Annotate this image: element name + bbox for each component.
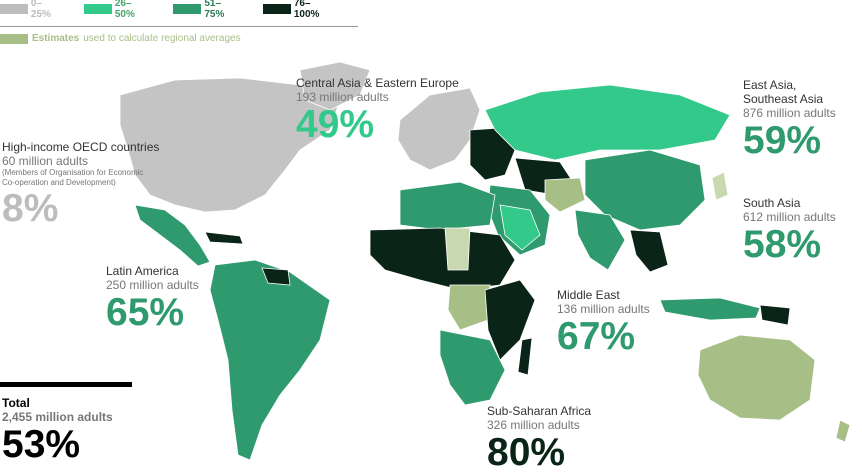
map-region-east-africa [484,279,536,361]
oecd-percentage: 8% [2,187,59,230]
legend-swatch-51-75 [173,4,202,14]
sa-name: South Asia [743,196,801,210]
lac-percentage: 65% [106,291,185,334]
map-region-sahel [369,227,516,291]
region-east-asia: East Asia, Southeast Asia 876 million ad… [743,78,861,162]
sa-percentage: 58% [743,223,822,266]
eap-name-line2: Southeast Asia [743,92,824,106]
legend-swatch-26-50 [83,4,112,14]
map-region-australia [697,334,816,421]
map-region-southern-africa [439,329,506,406]
map-region-indonesia [659,297,761,321]
legend-label-51-75: 51–75% [204,0,225,20]
legend-item-26-50: 26–50% [83,0,152,20]
legend-item-0-25: 0–25% [0,0,62,20]
legend-label-0-25: 0–25% [30,0,51,20]
total-adults: 2,455 million adults [2,410,113,424]
legend-item-76-100: 76–100% [262,0,336,20]
legend-label-26-50: 26–50% [114,0,135,20]
map-region-south-america [209,259,331,461]
total-divider [0,382,132,387]
map-region-arabia [499,204,541,251]
map-region-central-africa [447,284,491,331]
estimates-text: used to calculate regional averages [83,33,241,44]
map-region-north-africa [399,181,496,231]
total-percentage: 53% [2,423,81,466]
legend-swatch-76-100 [262,4,291,14]
region-total: Total 2,455 million adults 53% [2,396,162,466]
region-middle-east: Middle East 136 million adults 67% [557,288,697,358]
map-region-japan [711,171,729,201]
me-percentage: 67% [557,315,636,358]
map-region-caribbean [204,231,244,245]
oecd-adults: 60 million adults [2,154,89,168]
map-region-southeast-asia [629,229,669,273]
region-central-asia-eastern-europe: Central Asia & Eastern Europe 193 millio… [296,76,486,146]
region-sub-saharan-africa: Sub-Saharan Africa 326 million adults 80… [487,404,637,474]
legend-swatch-0-25 [0,4,28,14]
ceeu-adults: 193 million adults [296,90,389,104]
oecd-note-line2: Co-operation and Development) [2,178,116,187]
legend-label-76-100: 76–100% [293,0,320,20]
legend-divider [0,26,358,27]
region-south-asia: South Asia 612 million adults 58% [743,196,861,266]
map-region-afghanistan [544,177,586,213]
ssa-adults: 326 million adults [487,418,580,432]
me-name: Middle East [557,288,620,302]
eap-adults: 876 million adults [743,106,836,120]
map-region-north-america [119,77,341,213]
map-region-western-europe [397,87,481,171]
map-region-papua [759,304,791,326]
legend-swatch-estimates [0,33,28,44]
eap-percentage: 59% [743,119,822,162]
sa-adults: 612 million adults [743,210,836,224]
region-latin-america: Latin America 250 million adults 65% [106,264,256,334]
ssa-percentage: 80% [487,431,566,474]
total-name: Total [2,396,30,410]
world-map [119,61,851,461]
map-legend: 0–25% 26–50% 51–75% 76–100% [0,0,358,20]
ssa-name: Sub-Saharan Africa [487,404,592,418]
legend-estimates: Estimates used to calculate regional ave… [0,33,241,44]
map-region-india [574,209,626,271]
map-region-libya [444,227,471,271]
legend-row: 0–25% 26–50% 51–75% 76–100% [0,0,358,20]
map-region-madagascar [517,337,533,376]
ceeu-percentage: 49% [296,103,375,146]
estimates-label: Estimates [32,33,80,44]
ceeu-name: Central Asia & Eastern Europe [296,76,459,90]
legend-item-51-75: 51–75% [173,0,241,20]
map-region-china [584,149,706,231]
oecd-name: High-income OECD countries [2,140,160,154]
map-region-central-america [134,204,211,267]
lac-name: Latin America [106,264,179,278]
me-adults: 136 million adults [557,302,650,316]
region-oecd: High-income OECD countries 60 million ad… [2,140,182,230]
eap-name-line1: East Asia, [743,78,797,92]
map-region-greenland [299,61,371,111]
oecd-note-line1: (Members of Organisation for Economic [2,168,144,177]
map-region-new-zealand [835,419,851,443]
lac-adults: 250 million adults [106,278,199,292]
map-region-guianas [261,267,291,286]
map-region-russia [484,84,731,161]
